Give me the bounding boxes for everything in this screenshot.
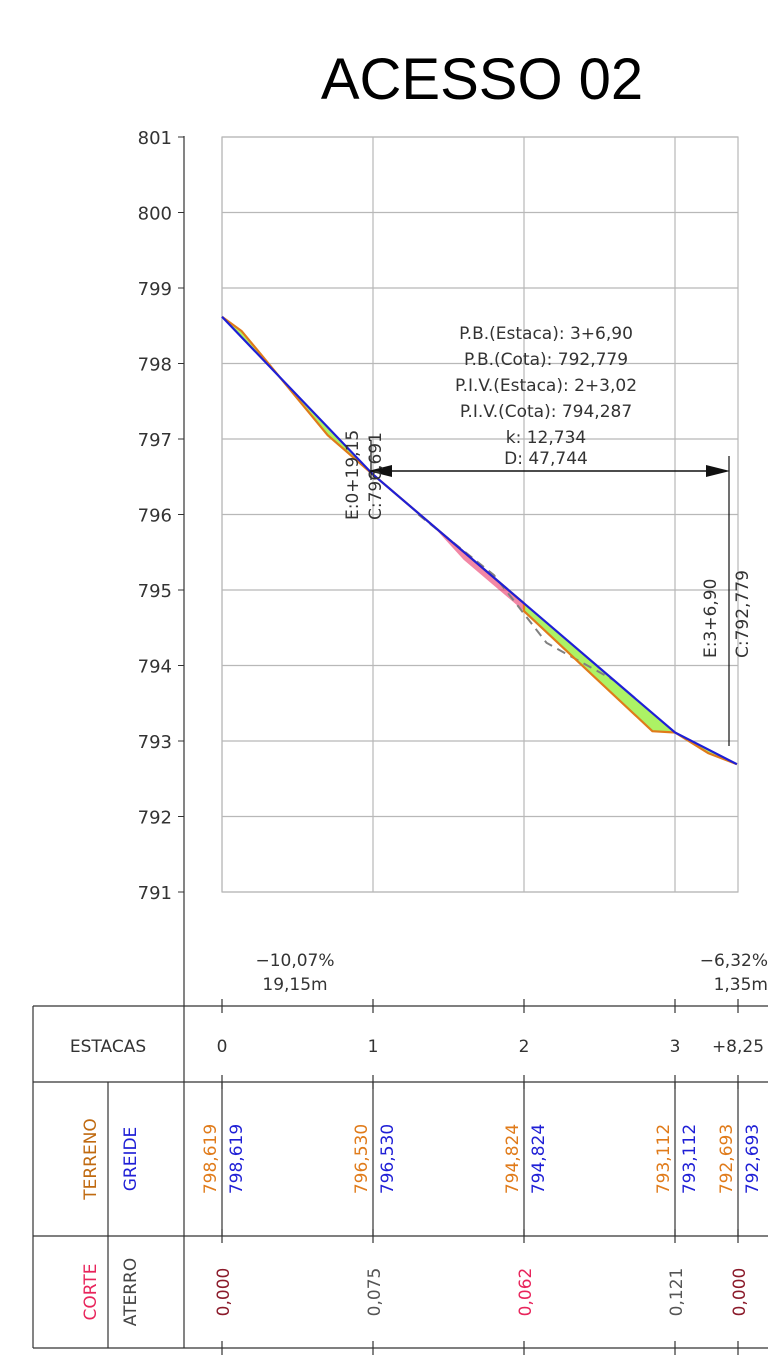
marker-left-e: E:0+19,15 (343, 430, 363, 520)
pb-cota-label: P.B.(Cota): 792,779 (464, 350, 628, 370)
plot-frame (221, 136, 739, 893)
corte-aterro-value: 0,062 (516, 1268, 536, 1317)
greide-line (221, 316, 738, 766)
station-label: +8,25 (712, 1037, 764, 1057)
y-tick-label: 797 (138, 430, 172, 451)
d-label: D: 47,744 (504, 449, 588, 469)
y-tick-label: 791 (138, 883, 172, 904)
y-tick-label: 792 (138, 808, 172, 829)
piv-cota-label: P.I.V.(Cota): 794,287 (460, 402, 632, 422)
greide-value: 792,693 (743, 1124, 763, 1194)
station-label: 3 (670, 1037, 681, 1057)
grade-2-percent: −6,32% (700, 951, 768, 971)
corte-aterro-value: 0,000 (730, 1268, 750, 1317)
greide-value: 793,112 (680, 1124, 700, 1194)
station-label: 0 (217, 1037, 228, 1057)
greide-value: 798,619 (227, 1124, 247, 1194)
piv-estaca-label: P.I.V.(Estaca): 2+3,02 (455, 376, 637, 396)
estacas-label: ESTACAS (70, 1037, 146, 1057)
y-tick-label: 799 (138, 279, 172, 300)
pb-estaca-label: P.B.(Estaca): 3+6,90 (459, 324, 633, 344)
terreno-value: 793,112 (654, 1124, 674, 1194)
y-tick-label: 798 (138, 355, 172, 376)
series-lines (221, 315, 738, 766)
y-tick-label: 800 (138, 204, 172, 225)
terreno-value: 794,824 (503, 1124, 523, 1194)
aterro-label: ATERRO (121, 1258, 141, 1326)
data-table: ESTACAS TERRENO GREIDE CORTE ATERRO 0 798… (32, 136, 768, 1355)
grade-1-length: 19,15m (262, 975, 327, 995)
corte-aterro-value: 0,075 (365, 1268, 385, 1317)
y-tick-label: 801 (138, 128, 172, 149)
grade-1-percent: −10,07% (255, 951, 334, 971)
terreno-value: 796,530 (352, 1124, 372, 1194)
y-tick-label: 795 (138, 581, 172, 602)
grade-2-length: 1,35m (714, 975, 768, 995)
corte-label: CORTE (81, 1264, 101, 1321)
terreno-value: 798,619 (201, 1124, 221, 1194)
y-axis-ticks: 801 800 799 798 797 796 795 794 793 792 791 (138, 128, 184, 904)
corte-aterro-value: 0,121 (667, 1268, 687, 1317)
y-tick-label: 794 (138, 657, 172, 678)
terreno-value: 792,693 (717, 1124, 737, 1194)
arrow-head-left (368, 465, 392, 477)
y-tick-label: 796 (138, 506, 172, 527)
station-label: 2 (519, 1037, 530, 1057)
corte-aterro-value: 0,000 (214, 1268, 234, 1317)
table-columns: 0 798,619 798,619 0,000 1 796,530 796,530 0,075… (201, 999, 764, 1355)
greide-value: 796,530 (378, 1124, 398, 1194)
greide-value: 794,824 (529, 1124, 549, 1194)
y-tick-label: 793 (138, 732, 172, 753)
arrow-head-right (706, 465, 730, 477)
marker-left-c: C:796,691 (366, 432, 386, 520)
grid (221, 136, 739, 893)
marker-right-c: C:792,779 (733, 570, 753, 658)
terreno-label: TERRENO (81, 1118, 101, 1201)
k-label: k: 12,734 (506, 428, 586, 448)
greide-label: GREIDE (121, 1127, 141, 1192)
station-label: 1 (368, 1037, 379, 1057)
marker-right-e: E:3+6,90 (701, 579, 721, 658)
chart-title: ACESSO 02 (321, 47, 643, 112)
curve-annotation: P.B.(Estaca): 3+6,90 P.B.(Cota): 792,779… (343, 324, 753, 746)
